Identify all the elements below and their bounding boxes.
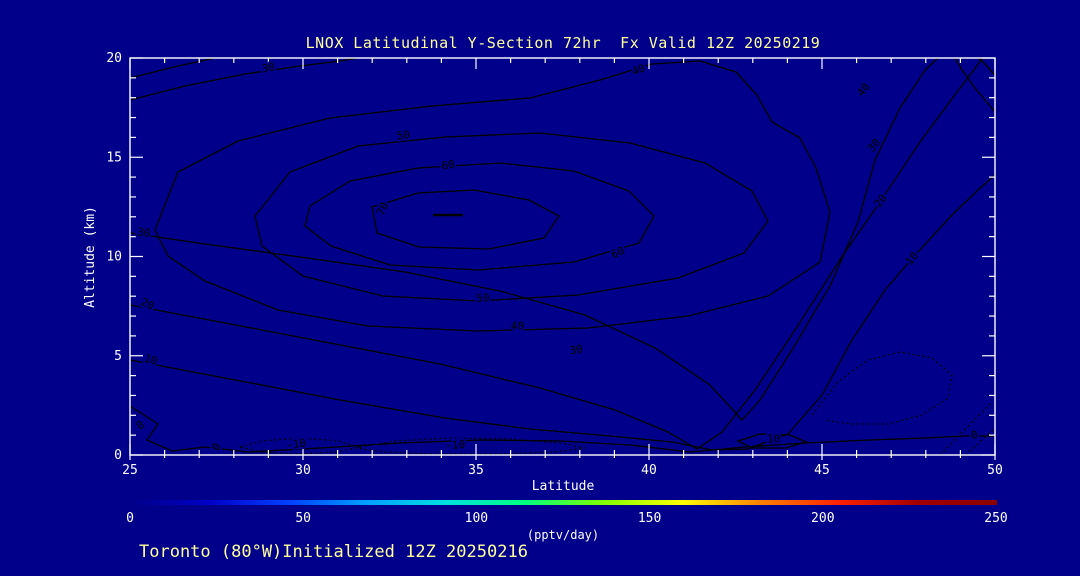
colorbar-tick-labels: 0 50 100 150 200 250 bbox=[0, 511, 1080, 527]
contour-value-label: 60 bbox=[609, 244, 627, 261]
contour-value-label: 20 bbox=[872, 192, 890, 210]
contour-value-label: 40 bbox=[511, 319, 524, 332]
colorbar-tick-label: 100 bbox=[464, 511, 489, 526]
contour-value-label: 10 bbox=[143, 352, 159, 368]
contour-path bbox=[371, 189, 560, 250]
contour-value-label: 30 bbox=[261, 60, 276, 75]
contour-value-label: 0 bbox=[134, 418, 147, 432]
contour-path bbox=[977, 57, 996, 76]
contour-value-label: 50 bbox=[476, 291, 490, 305]
contour-path bbox=[129, 405, 995, 453]
contour-lines bbox=[129, 57, 996, 456]
contour-path bbox=[954, 57, 996, 113]
contour-path bbox=[129, 57, 216, 79]
x-tick-label: 35 bbox=[468, 463, 484, 478]
contour-value-label: -10 bbox=[286, 437, 307, 452]
contour-value-label: 0 bbox=[209, 441, 224, 453]
y-tick-label: 5 bbox=[114, 349, 122, 364]
colorbar-tick-label: 0 bbox=[126, 511, 134, 526]
contour-value-label: 40 bbox=[630, 62, 647, 79]
contour-path-negative bbox=[939, 401, 993, 456]
contour-value-label: 20 bbox=[139, 295, 157, 312]
chart-title: LNOX Latitudinal Y-Section 72hr Fx Valid… bbox=[305, 34, 821, 52]
contour-path-negative bbox=[354, 437, 586, 455]
contour-path bbox=[129, 57, 359, 101]
contour-value-label: 40 bbox=[854, 81, 872, 99]
contour-value-label: 0 bbox=[970, 428, 978, 442]
contour-path-negative bbox=[811, 351, 953, 425]
colorbar-tick-label: 50 bbox=[295, 511, 312, 526]
contour-value-label: 30 bbox=[865, 136, 883, 154]
colorbar-tick-label: 250 bbox=[984, 511, 1008, 526]
contour-path bbox=[129, 174, 996, 451]
y-tick-label: 15 bbox=[106, 150, 122, 165]
colorbar-units-label: (pptv/day) bbox=[526, 528, 600, 542]
contour-value-label: 30 bbox=[569, 342, 584, 357]
contour-path bbox=[304, 162, 655, 271]
contour-path bbox=[254, 132, 769, 302]
contour-value-label: 10 bbox=[767, 433, 780, 446]
colorbar-tick-label: 150 bbox=[637, 511, 662, 526]
x-tick-label: 45 bbox=[814, 463, 830, 478]
x-axis-title: Latitude bbox=[532, 479, 595, 494]
y-tick-label: 20 bbox=[106, 51, 122, 66]
contour-path-negative bbox=[965, 427, 996, 456]
y-axis-title: Altitude (km) bbox=[83, 206, 98, 308]
y-tick-label: 10 bbox=[106, 250, 122, 265]
x-tick-label: 40 bbox=[641, 463, 657, 478]
colorbar-tick-label: 200 bbox=[811, 511, 835, 526]
contour-value-label: 30 bbox=[136, 225, 151, 240]
plot-axes: 25 30 35 40 45 50 0 5 10 15 20 bbox=[106, 51, 1002, 478]
contour-path bbox=[129, 57, 939, 421]
x-tick-label: 50 bbox=[987, 463, 1003, 478]
contour-path bbox=[736, 433, 808, 449]
contour-value-label: -10 bbox=[445, 438, 466, 452]
colorbar bbox=[131, 500, 997, 505]
x-tick-label: 25 bbox=[122, 463, 138, 478]
init-info-label: Toronto (80°W)Initialized 12Z 20250216 bbox=[139, 542, 528, 562]
contour-value-label: 60 bbox=[441, 158, 456, 173]
contour-value-label: 70 bbox=[374, 200, 391, 218]
plot-frame bbox=[129, 57, 996, 456]
y-tick-label: 0 bbox=[114, 448, 122, 463]
contour-path bbox=[129, 57, 984, 450]
contour-value-label: 50 bbox=[396, 128, 411, 143]
x-tick-label: 30 bbox=[295, 463, 311, 478]
contour-path bbox=[154, 60, 831, 332]
